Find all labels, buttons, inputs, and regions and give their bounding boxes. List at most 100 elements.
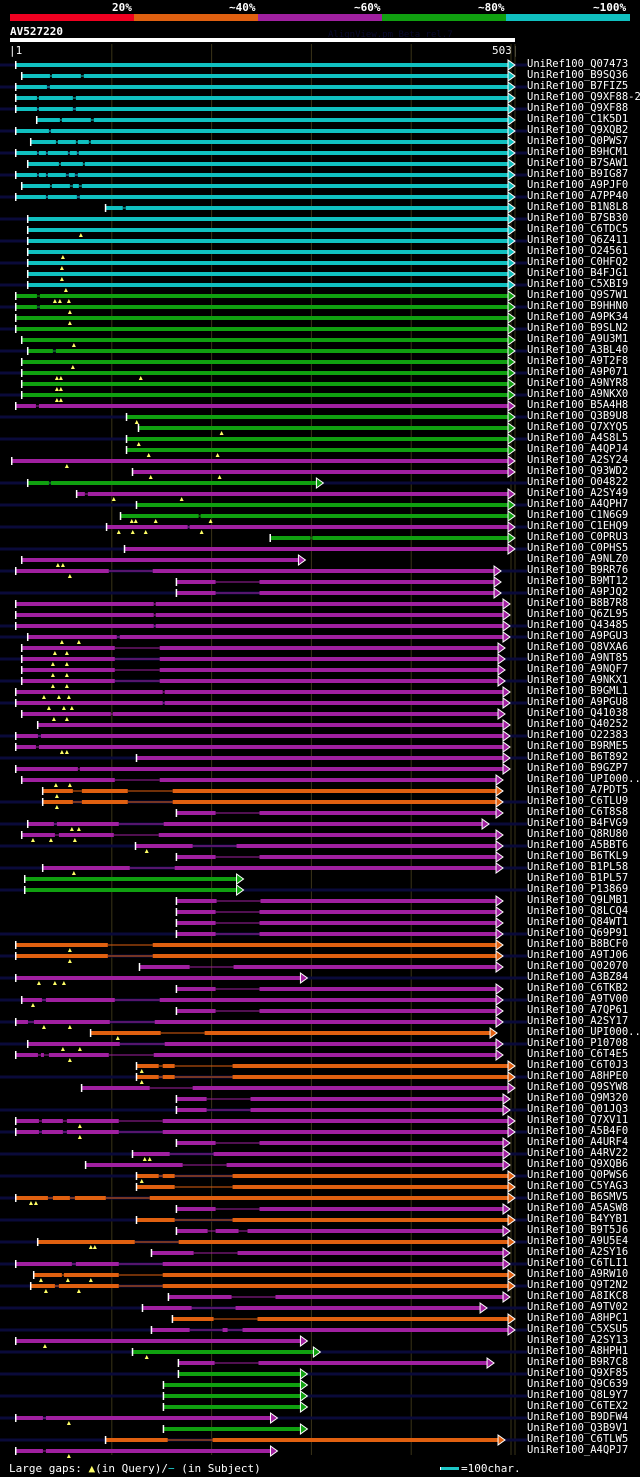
hit-label[interactable]: UniRef100_B6TKL9: [527, 850, 629, 862]
hit-label[interactable]: UniRef100_A9RW10: [527, 1268, 629, 1280]
hit-label[interactable]: UniRef100_A5BBT6: [527, 839, 629, 851]
hit-label[interactable]: UniRef100_A9TJ06: [527, 949, 629, 961]
hit-label[interactable]: UniRef100_A9NYR8: [527, 377, 629, 389]
hit-label[interactable]: UniRef100_C6TKB2: [527, 982, 629, 994]
hit-label[interactable]: UniRef100_B8BCF0: [527, 938, 629, 950]
hit-label[interactable]: UniRef100_A8IKC8: [527, 1290, 629, 1302]
hit-label[interactable]: UniRef100_B5A4H8: [527, 399, 629, 411]
hit-label[interactable]: UniRef100_C6TLW5: [527, 1433, 629, 1445]
hit-label[interactable]: UniRef100_Q41038: [527, 707, 629, 719]
hit-label[interactable]: UniRef100_A2SY49: [527, 487, 629, 499]
hit-label[interactable]: UniRef100_A5ASW8: [527, 1202, 629, 1214]
hit-label[interactable]: UniRef100_Q6ZL95: [527, 608, 629, 620]
hit-label[interactable]: UniRef100_C6T8S8: [527, 806, 629, 818]
hit-label[interactable]: UniRef100_B8B7R8: [527, 597, 629, 609]
hit-label[interactable]: UniRef100_B9RR76: [527, 564, 629, 576]
hit-label[interactable]: UniRef100_Q02070: [527, 960, 629, 972]
hit-label[interactable]: UniRef100_C6TDC5: [527, 223, 629, 235]
hit-label[interactable]: UniRef100_C0PHS5: [527, 542, 629, 554]
hit-label[interactable]: UniRef100_A9TV02: [527, 1301, 629, 1313]
hit-label[interactable]: UniRef100_A9PGU8: [527, 696, 629, 708]
hit-label[interactable]: UniRef100_Q9XQB6: [527, 1158, 629, 1170]
hit-label[interactable]: UniRef100_C5XSU5: [527, 1323, 629, 1335]
hit-label[interactable]: UniRef100_Q9XF88-2: [527, 91, 640, 103]
hit-label[interactable]: UniRef100_Q8RU80: [527, 828, 629, 840]
hit-label[interactable]: UniRef100_C5YAG3: [527, 1180, 629, 1192]
hit-label[interactable]: UniRef100_Q0PWS7: [527, 135, 629, 147]
hit-label[interactable]: UniRef100_B6SMV5: [527, 1191, 629, 1203]
hit-label[interactable]: UniRef100_Q40252: [527, 718, 629, 730]
hit-label[interactable]: UniRef100_A2SY24: [527, 454, 629, 466]
hit-label[interactable]: UniRef100_Q7XYQ5: [527, 421, 629, 433]
hit-label[interactable]: UniRef100_B9SLN2: [527, 322, 629, 334]
hit-label[interactable]: UniRef100_A9NT85: [527, 652, 629, 664]
hit-label[interactable]: UniRef100_A9U5E4: [527, 1235, 629, 1247]
hit-label[interactable]: UniRef100_A9PK34: [527, 311, 629, 323]
hit-label[interactable]: UniRef100_B4FVG9: [527, 817, 629, 829]
hit-label[interactable]: UniRef100_B9MT12: [527, 575, 629, 587]
hit-label[interactable]: UniRef100_Q84WT1: [527, 916, 629, 928]
hit-label[interactable]: UniRef100_B9DFW4: [527, 1411, 629, 1423]
hit-label[interactable]: UniRef100_B9HHN0: [527, 300, 629, 312]
hit-label[interactable]: UniRef100_Q9SYW8: [527, 1081, 629, 1093]
hit-label[interactable]: UniRef100_A2SY13: [527, 1334, 629, 1346]
hit-label[interactable]: UniRef100_C1EHQ9: [527, 520, 629, 532]
hit-label[interactable]: UniRef100_A2SY17: [527, 1015, 629, 1027]
hit-label[interactable]: UniRef100_B9HCM1: [527, 146, 629, 158]
hit-label[interactable]: UniRef100_A4S8L5: [527, 432, 629, 444]
hit-label[interactable]: UniRef100_B6T892: [527, 751, 629, 763]
hit-label[interactable]: UniRef100_O24561: [527, 245, 629, 257]
hit-label[interactable]: UniRef100_O22383: [527, 729, 629, 741]
hit-label[interactable]: UniRef100_O04822: [527, 476, 629, 488]
hit-label[interactable]: UniRef100_B9GZP7: [527, 762, 629, 774]
hit-label[interactable]: UniRef100_Q9LMB1: [527, 894, 629, 906]
hit-label[interactable]: UniRef100_Q01JQ3: [527, 1103, 629, 1115]
hit-label[interactable]: UniRef100_Q9XF85: [527, 1367, 629, 1379]
hit-label[interactable]: UniRef100_A2SY16: [527, 1246, 629, 1258]
hit-label[interactable]: UniRef100_A9NKX0: [527, 388, 629, 400]
hit-label[interactable]: UniRef100_B4YYB1: [527, 1213, 629, 1225]
hit-label[interactable]: UniRef100_A4QPJ4: [527, 443, 629, 455]
hit-label[interactable]: UniRef100_C6T4E5: [527, 1048, 629, 1060]
hit-label[interactable]: UniRef100_B9RME5: [527, 740, 629, 752]
hit-label[interactable]: UniRef100_Q6Z411: [527, 234, 629, 246]
hit-label[interactable]: UniRef100_UPI000..: [527, 1026, 640, 1038]
hit-label[interactable]: UniRef100_C0PRU3: [527, 531, 629, 543]
hit-label[interactable]: UniRef100_B9T5J6: [527, 1224, 629, 1236]
hit-label[interactable]: UniRef100_A8HPC1: [527, 1312, 629, 1324]
hit-label[interactable]: UniRef100_B9SQ36: [527, 69, 629, 81]
hit-label[interactable]: UniRef100_A5B4F0: [527, 1125, 629, 1137]
hit-label[interactable]: UniRef100_A3BZ84: [527, 971, 629, 983]
hit-label[interactable]: UniRef100_C6TEX2: [527, 1400, 629, 1412]
hit-label[interactable]: UniRef100_B7SB30: [527, 212, 629, 224]
hit-label[interactable]: UniRef100_A9NQF7: [527, 663, 629, 675]
hit-label[interactable]: UniRef100_B4FJG1: [527, 267, 629, 279]
hit-label[interactable]: UniRef100_Q9C639: [527, 1378, 629, 1390]
hit-label[interactable]: UniRef100_C6TLI1: [527, 1257, 629, 1269]
hit-label[interactable]: UniRef100_P10708: [527, 1037, 629, 1049]
hit-label[interactable]: UniRef100_A9PGU3: [527, 630, 629, 642]
hit-label[interactable]: UniRef100_B1PL57: [527, 872, 629, 884]
hit-label[interactable]: UniRef100_Q69P91: [527, 927, 629, 939]
hit-label[interactable]: UniRef100_C1N6G9: [527, 509, 629, 521]
hit-label[interactable]: UniRef100_Q7XV11: [527, 1114, 629, 1126]
hit-label[interactable]: UniRef100_Q9M320: [527, 1092, 629, 1104]
hit-label[interactable]: UniRef100_Q9XF88: [527, 102, 629, 114]
hit-label[interactable]: UniRef100_A4URF4: [527, 1136, 629, 1148]
hit-label[interactable]: UniRef100_P13869: [527, 883, 629, 895]
hit-label[interactable]: UniRef100_C1K5D1: [527, 113, 629, 125]
hit-label[interactable]: UniRef100_UPI000..: [527, 773, 640, 785]
hit-label[interactable]: UniRef100_C0HFQ2: [527, 256, 629, 268]
hit-label[interactable]: UniRef100_A7PP40: [527, 190, 629, 202]
hit-label[interactable]: UniRef100_C5XBI9: [527, 278, 629, 290]
hit-label[interactable]: UniRef100_B7FIZ5: [527, 80, 629, 92]
hit-label[interactable]: UniRef100_Q0PWS6: [527, 1169, 629, 1181]
hit-label[interactable]: UniRef100_Q9T2N2: [527, 1279, 629, 1291]
hit-label[interactable]: UniRef100_A4QPH7: [527, 498, 629, 510]
hit-label[interactable]: UniRef100_A9T2F8: [527, 355, 629, 367]
hit-label[interactable]: UniRef100_A9U3M1: [527, 333, 629, 345]
hit-label[interactable]: UniRef100_Q43485: [527, 619, 629, 631]
hit-label[interactable]: UniRef100_A8HPE0: [527, 1070, 629, 1082]
hit-label[interactable]: UniRef100_Q8LCQ4: [527, 905, 629, 917]
hit-label[interactable]: UniRef100_B9GML1: [527, 685, 629, 697]
